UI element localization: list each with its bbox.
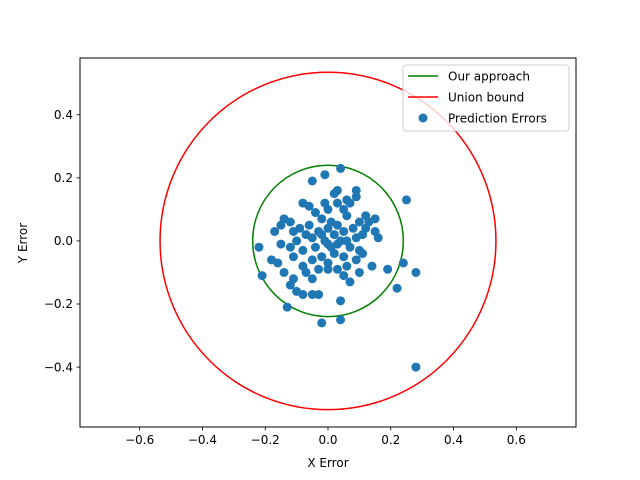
y-tick-label: −0.4 bbox=[44, 360, 73, 374]
data-point bbox=[354, 217, 364, 227]
data-point bbox=[307, 176, 317, 186]
y-tick-label: −0.2 bbox=[44, 297, 73, 311]
x-axis-ticks: −0.6 −0.4 −0.2 0.0 0.2 0.4 0.6 bbox=[125, 427, 526, 447]
circle-union-bound bbox=[159, 71, 497, 411]
data-point bbox=[411, 362, 421, 372]
data-point bbox=[273, 258, 283, 268]
data-point bbox=[342, 211, 352, 221]
data-point bbox=[348, 223, 358, 233]
data-point bbox=[285, 217, 295, 227]
y-axis-label: Y Error bbox=[16, 223, 30, 264]
data-point bbox=[254, 242, 264, 252]
data-point bbox=[383, 264, 393, 274]
points-layer bbox=[254, 163, 421, 372]
legend-prediction-errors-marker bbox=[418, 113, 428, 123]
data-point bbox=[332, 198, 342, 208]
data-point bbox=[288, 226, 298, 236]
data-point bbox=[298, 261, 308, 271]
data-point bbox=[276, 239, 286, 249]
y-tick-label: 0.4 bbox=[54, 108, 73, 122]
data-point bbox=[320, 170, 330, 180]
circles-layer bbox=[159, 71, 497, 411]
x-tick-label: −0.6 bbox=[125, 433, 154, 447]
legend-our-approach-label: Our approach bbox=[448, 70, 530, 84]
data-point bbox=[317, 230, 327, 240]
data-point bbox=[279, 267, 289, 277]
data-point bbox=[320, 198, 330, 208]
x-tick-label: 0.6 bbox=[507, 433, 526, 447]
data-point bbox=[323, 223, 333, 233]
x-tick-label: −0.4 bbox=[188, 433, 217, 447]
data-point bbox=[323, 264, 333, 274]
data-point bbox=[285, 280, 295, 290]
legend-prediction-errors-label: Prediction Errors bbox=[448, 112, 547, 126]
x-tick-label: 0.4 bbox=[444, 433, 463, 447]
data-point bbox=[336, 163, 346, 173]
data-point bbox=[332, 239, 342, 249]
data-point bbox=[282, 302, 292, 312]
data-point bbox=[336, 315, 346, 325]
data-point bbox=[270, 226, 280, 236]
data-point bbox=[276, 220, 286, 230]
data-point bbox=[342, 236, 352, 246]
data-point bbox=[342, 195, 352, 205]
data-point bbox=[307, 255, 317, 265]
data-point bbox=[411, 267, 421, 277]
data-point bbox=[401, 195, 411, 205]
data-point bbox=[332, 220, 342, 230]
x-tick-label: 0.2 bbox=[381, 433, 400, 447]
data-point bbox=[370, 226, 380, 236]
data-point bbox=[304, 220, 314, 230]
data-point bbox=[351, 233, 361, 243]
data-point bbox=[339, 226, 349, 236]
data-point bbox=[298, 245, 308, 255]
data-point bbox=[285, 242, 295, 252]
data-point bbox=[314, 290, 324, 300]
data-point bbox=[392, 283, 402, 293]
data-point bbox=[351, 192, 361, 202]
y-axis-ticks: −0.4 −0.2 0.0 0.2 0.4 bbox=[44, 108, 80, 374]
legend-union-bound-label: Union bound bbox=[448, 91, 524, 105]
data-point bbox=[361, 223, 371, 233]
data-point bbox=[345, 277, 355, 287]
data-point bbox=[351, 255, 361, 265]
data-point bbox=[292, 236, 302, 246]
y-tick-label: 0.0 bbox=[54, 234, 73, 248]
data-point bbox=[358, 249, 368, 259]
data-point bbox=[310, 242, 320, 252]
data-point bbox=[257, 271, 267, 281]
circle-our-approach bbox=[251, 164, 405, 318]
data-point bbox=[307, 274, 317, 284]
data-point bbox=[323, 258, 333, 268]
legend-box bbox=[402, 64, 570, 132]
data-point bbox=[339, 252, 349, 262]
data-point bbox=[288, 252, 298, 262]
data-point bbox=[354, 267, 364, 277]
data-point bbox=[367, 261, 377, 271]
x-axis-label: X Error bbox=[307, 456, 348, 470]
data-point bbox=[351, 185, 361, 195]
data-point bbox=[398, 258, 408, 268]
data-point bbox=[317, 252, 327, 262]
data-point bbox=[339, 271, 349, 281]
data-point bbox=[317, 318, 327, 328]
data-point bbox=[310, 208, 320, 218]
data-point bbox=[307, 233, 317, 243]
data-point bbox=[298, 290, 308, 300]
data-point bbox=[342, 261, 352, 271]
data-point bbox=[336, 296, 346, 306]
data-point bbox=[332, 185, 342, 195]
y-tick-label: 0.2 bbox=[54, 171, 73, 185]
x-tick-label: −0.2 bbox=[251, 433, 280, 447]
data-point bbox=[304, 201, 314, 211]
legend: Our approach Union bound Prediction Erro… bbox=[402, 64, 570, 132]
x-tick-label: 0.0 bbox=[318, 433, 337, 447]
data-point bbox=[307, 290, 317, 300]
data-point bbox=[314, 264, 324, 274]
data-point bbox=[329, 230, 339, 240]
data-point bbox=[332, 264, 342, 274]
data-point bbox=[317, 214, 327, 224]
